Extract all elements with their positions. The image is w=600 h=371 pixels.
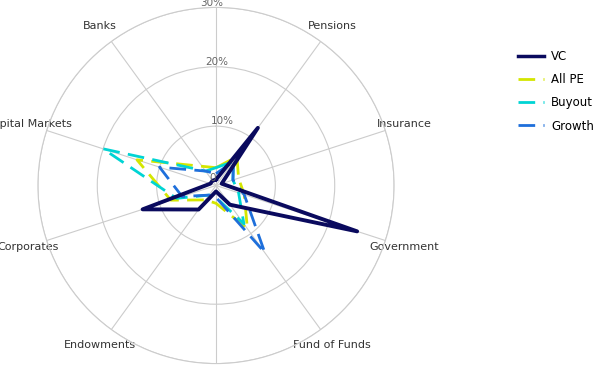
Legend: VC, All PE, Buyout, Growth: VC, All PE, Buyout, Growth	[518, 50, 594, 132]
Text: 0: 0	[209, 173, 215, 183]
